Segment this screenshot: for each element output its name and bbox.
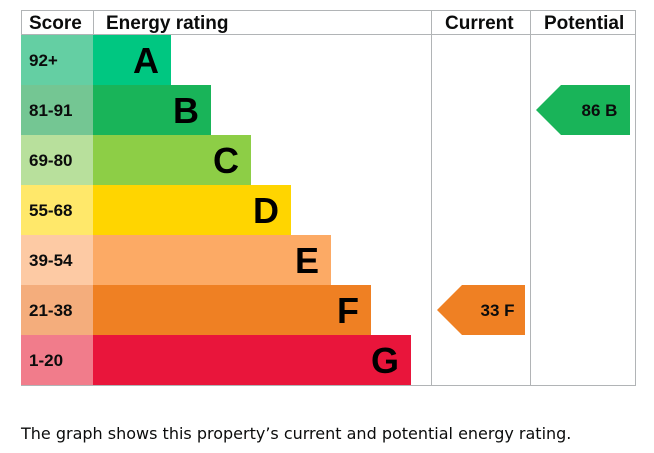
score-cell (21, 235, 93, 285)
rating-band-bar (93, 285, 371, 335)
rating-band-bar (93, 85, 211, 135)
energy-rating-chart: Score Energy rating Current Potential 92… (21, 10, 636, 386)
rating-band-bar (93, 135, 251, 185)
chart-caption: The graph shows this property’s current … (21, 424, 572, 443)
score-range-label: 81-91 (29, 101, 72, 120)
score-cell (21, 185, 93, 235)
score-range-label: 92+ (29, 51, 58, 70)
score-cell (21, 85, 93, 135)
score-range-label: 55-68 (29, 201, 72, 220)
rating-band-letter: F (337, 290, 359, 331)
rating-band-letter: A (133, 40, 159, 81)
score-cell (21, 335, 93, 385)
score-cell (21, 135, 93, 185)
rating-band-letter: E (295, 240, 319, 281)
rating-band-bar (93, 335, 411, 385)
current-column-header: Current (445, 13, 514, 34)
energy-rating-column-header: Energy rating (106, 13, 228, 34)
potential-column-header: Potential (544, 13, 624, 34)
score-range-label: 21-38 (29, 301, 72, 320)
rating-band-letter: B (173, 90, 199, 131)
rating-band-letter: D (253, 190, 279, 231)
score-column-header: Score (29, 13, 82, 34)
score-range-label: 69-80 (29, 151, 72, 170)
potential-rating-value-label: 86 B (582, 101, 618, 120)
rating-band-letter: C (213, 140, 239, 181)
current-rating-arrow (437, 285, 525, 335)
score-range-label: 1-20 (29, 351, 63, 370)
rating-indicators: 33 F 86 B (437, 85, 630, 335)
potential-rating-arrow (536, 85, 630, 135)
score-cell (21, 285, 93, 335)
rating-band-bar (93, 35, 171, 85)
rating-band-letter: G (371, 340, 399, 381)
rating-bands: 92+ A 81-91 B 69-80 C 55-68 D 39-54 E 21-38 F 1-20 G (21, 35, 411, 385)
score-range-label: 39-54 (29, 251, 73, 270)
score-cell (21, 35, 93, 85)
rating-band-bar (93, 235, 331, 285)
current-rating-value-label: 33 F (480, 301, 514, 320)
rating-band-bar (93, 185, 291, 235)
